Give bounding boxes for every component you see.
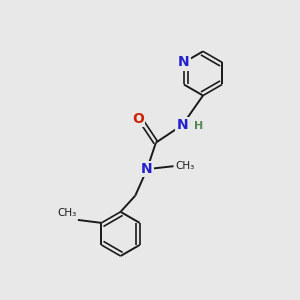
Text: O: O bbox=[132, 112, 144, 126]
Text: N: N bbox=[178, 56, 190, 69]
Text: CH₃: CH₃ bbox=[175, 161, 194, 171]
Text: N: N bbox=[141, 162, 153, 176]
Text: N: N bbox=[177, 118, 188, 132]
Text: H: H bbox=[194, 122, 203, 131]
Text: CH₃: CH₃ bbox=[57, 208, 76, 218]
